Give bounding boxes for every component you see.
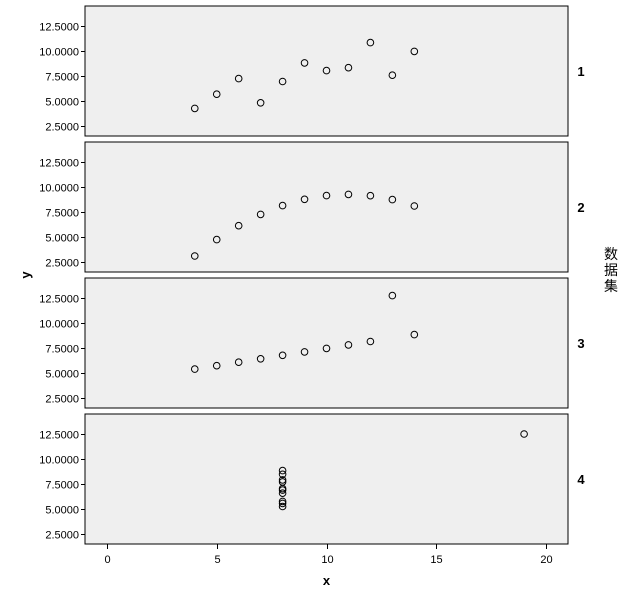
data-point bbox=[388, 195, 397, 204]
data-point bbox=[278, 476, 287, 484]
data-point bbox=[234, 358, 243, 367]
panel-2: 2.5000 5.0000 7.5000 10.0000 12.5000 2 bbox=[39, 141, 585, 273]
data-point bbox=[520, 430, 528, 438]
data-point bbox=[322, 344, 331, 353]
y-tick-label: 2.5000 bbox=[45, 530, 79, 542]
x-tick-label: 20 bbox=[540, 554, 552, 566]
data-point bbox=[388, 291, 397, 300]
panel-frame bbox=[84, 277, 569, 409]
y-tick-label: 10.0000 bbox=[39, 47, 79, 59]
y-tick-label: 10.0000 bbox=[39, 319, 79, 331]
data-point bbox=[344, 190, 353, 199]
y-axis-title: y bbox=[18, 271, 33, 279]
data-point bbox=[278, 502, 287, 511]
y-tick-label: 7.5000 bbox=[45, 480, 79, 492]
data-point bbox=[366, 191, 375, 200]
facet-label-1: 1 bbox=[577, 64, 584, 79]
panel-1: 2.5000 5.0000 7.5000 10.0000 12.5000 1 bbox=[39, 5, 585, 137]
data-point bbox=[190, 104, 199, 113]
facet-label-4: 4 bbox=[577, 472, 585, 487]
y-tick-label: 12.5000 bbox=[39, 294, 79, 306]
y-tick-label: 12.5000 bbox=[39, 430, 79, 442]
y-tick-label: 5.0000 bbox=[45, 505, 79, 517]
data-point bbox=[344, 63, 353, 72]
y-tick-label: 2.5000 bbox=[45, 258, 79, 270]
data-point bbox=[212, 235, 221, 244]
data-point bbox=[278, 201, 287, 210]
panel-frame bbox=[84, 141, 569, 273]
data-point bbox=[300, 59, 309, 67]
data-point bbox=[366, 337, 375, 346]
y-tick-label: 5.0000 bbox=[45, 97, 79, 109]
data-point bbox=[190, 365, 199, 373]
data-point bbox=[256, 355, 265, 363]
facet-label-3: 3 bbox=[577, 336, 584, 351]
x-tick-label: 5 bbox=[214, 554, 220, 566]
data-point bbox=[366, 38, 375, 47]
data-point bbox=[344, 341, 353, 349]
x-tick-label: 0 bbox=[104, 554, 110, 566]
y-tick-label: 12.5000 bbox=[39, 22, 79, 34]
data-point bbox=[278, 466, 287, 475]
y-tick-label: 5.0000 bbox=[45, 369, 79, 381]
data-point bbox=[300, 195, 309, 204]
y-tick-label: 2.5000 bbox=[45, 122, 79, 134]
data-point bbox=[278, 499, 287, 508]
x-axis-title: x bbox=[323, 573, 331, 588]
panel-frame bbox=[84, 5, 569, 137]
data-point bbox=[212, 361, 221, 370]
y-tick-label: 2.5000 bbox=[45, 394, 79, 406]
y-tick-label: 5.0000 bbox=[45, 233, 79, 245]
data-point bbox=[410, 47, 419, 56]
data-point bbox=[322, 191, 331, 200]
data-point bbox=[234, 221, 243, 230]
x-axis: 0 5 10 15 20 bbox=[104, 544, 553, 566]
x-tick-label: 10 bbox=[321, 554, 333, 566]
y-tick-label: 7.5000 bbox=[45, 72, 79, 84]
data-point bbox=[234, 74, 243, 83]
y-tick-label: 7.5000 bbox=[45, 344, 79, 356]
data-point bbox=[278, 77, 287, 86]
y-tick-label: 12.5000 bbox=[39, 158, 79, 170]
data-point bbox=[256, 99, 265, 107]
panel-frame bbox=[84, 413, 569, 545]
facet-label-2: 2 bbox=[577, 200, 584, 215]
data-point bbox=[322, 66, 331, 75]
data-point bbox=[212, 90, 221, 98]
data-point bbox=[278, 486, 287, 494]
data-point bbox=[410, 330, 419, 339]
panel-3: 2.5000 5.0000 7.5000 10.0000 12.5000 3 bbox=[39, 277, 585, 409]
data-point bbox=[278, 470, 287, 479]
y-tick-label: 10.0000 bbox=[39, 455, 79, 467]
panels-layer: 2.50005.00007.500010.000012.500012.50005… bbox=[39, 5, 585, 545]
data-point bbox=[278, 351, 287, 360]
data-point bbox=[388, 71, 397, 79]
data-point bbox=[410, 202, 419, 210]
data-point bbox=[256, 210, 265, 219]
data-point bbox=[190, 252, 199, 260]
y-tick-label: 7.5000 bbox=[45, 208, 79, 220]
panel-4: 2.5000 5.0000 7.5000 10.0000 12.5000 4 bbox=[39, 413, 585, 545]
x-tick-label: 15 bbox=[430, 554, 442, 566]
data-point bbox=[278, 489, 287, 498]
data-point bbox=[278, 497, 287, 506]
y-tick-label: 10.0000 bbox=[39, 183, 79, 195]
facet-variable-title: 数据集 bbox=[604, 247, 618, 295]
data-point bbox=[300, 348, 309, 356]
